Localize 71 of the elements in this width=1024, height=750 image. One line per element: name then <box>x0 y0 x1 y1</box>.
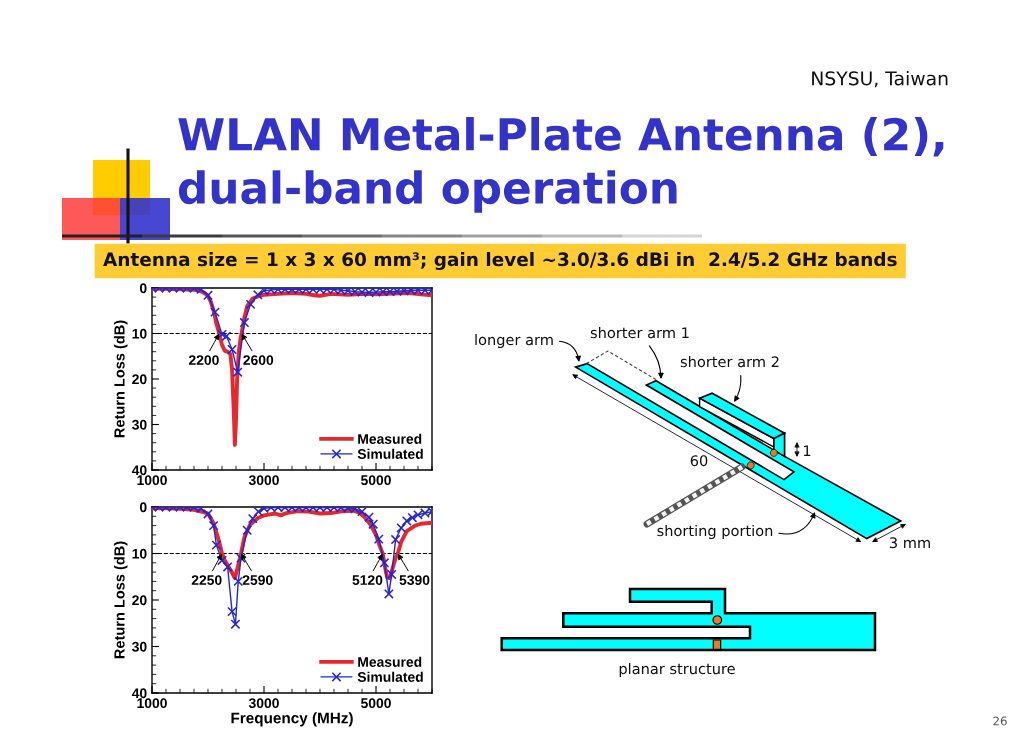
point <box>217 555 227 566</box>
point <box>364 512 374 523</box>
point <box>383 589 394 599</box>
point <box>208 520 219 531</box>
point <box>252 289 263 300</box>
y-axis-title: Return Loss (dB) <box>113 541 128 659</box>
x-tick-label: 5000 <box>360 475 391 486</box>
x-tick-label: 3000 <box>248 698 279 709</box>
text: WLAN Metal-Plate Antenna (2), dual-band operation <box>178 117 944 213</box>
point <box>203 290 213 301</box>
annotation: 5120 <box>352 575 383 586</box>
y-tick-label: 20 <box>132 595 147 606</box>
y-tick-label: 20 <box>132 374 147 385</box>
point <box>221 331 232 342</box>
point <box>253 507 264 517</box>
point <box>210 307 220 318</box>
annotation: 2200 <box>188 355 219 366</box>
text: 26 <box>993 716 1007 726</box>
point <box>236 553 246 564</box>
point <box>390 534 401 545</box>
text: planar structure <box>619 662 735 678</box>
x-tick-label: 3000 <box>248 475 279 486</box>
point <box>401 516 412 526</box>
point <box>379 557 390 568</box>
point <box>373 534 384 545</box>
point <box>245 299 256 310</box>
point <box>247 513 258 524</box>
point <box>368 519 379 530</box>
text: shorter arm 1 <box>590 326 689 339</box>
point <box>396 522 407 533</box>
text: shorter arm 2 <box>680 355 779 368</box>
point <box>203 509 213 519</box>
y-tick-label: 10 <box>132 328 147 339</box>
x-tick-label: 1000 <box>137 475 167 486</box>
x-tick-label: 1000 <box>137 698 167 709</box>
point <box>222 562 233 572</box>
text: longer arm <box>475 333 553 349</box>
x-axis-title: Frequency (MHz) <box>231 712 353 727</box>
text: 1 <box>803 445 811 457</box>
legend-label: Measured <box>358 656 422 667</box>
y-tick-label: 0 <box>139 502 147 513</box>
legend-label: Measured <box>358 433 422 444</box>
point <box>211 540 222 551</box>
point <box>230 619 241 630</box>
text: 60 <box>690 455 708 467</box>
point <box>227 606 238 617</box>
point <box>239 317 250 328</box>
legend-label: Simulated <box>357 671 423 682</box>
point <box>407 512 418 523</box>
y-tick-label: 30 <box>132 419 147 430</box>
y-tick-label: 40 <box>131 465 147 476</box>
text: Antenna size = 1 x 3 x 60 mm³; gain level ~3.0/3.6 dBi in 2.4/5.2 GHz bands <box>103 251 897 271</box>
annotation: 2600 <box>243 355 274 366</box>
point <box>217 329 227 340</box>
y-tick-label: 0 <box>139 283 147 294</box>
y-tick-label: 40 <box>131 688 147 699</box>
text: NSYSU, Taiwan <box>812 70 948 88</box>
point <box>242 525 253 536</box>
annotation: 2590 <box>242 575 273 586</box>
text: 3 mm <box>889 537 930 549</box>
point <box>386 569 397 580</box>
annotation: 2250 <box>191 575 222 586</box>
y-tick-label: 10 <box>132 548 147 559</box>
legend-label: Simulated <box>357 448 423 459</box>
annotation: 5390 <box>399 575 430 586</box>
text: shorting portion <box>657 524 773 540</box>
y-axis-title: Return Loss (dB) <box>113 320 128 438</box>
y-tick-label: 30 <box>132 641 147 652</box>
point <box>232 367 243 378</box>
point <box>227 344 238 355</box>
x-tick-label: 5000 <box>360 698 391 709</box>
